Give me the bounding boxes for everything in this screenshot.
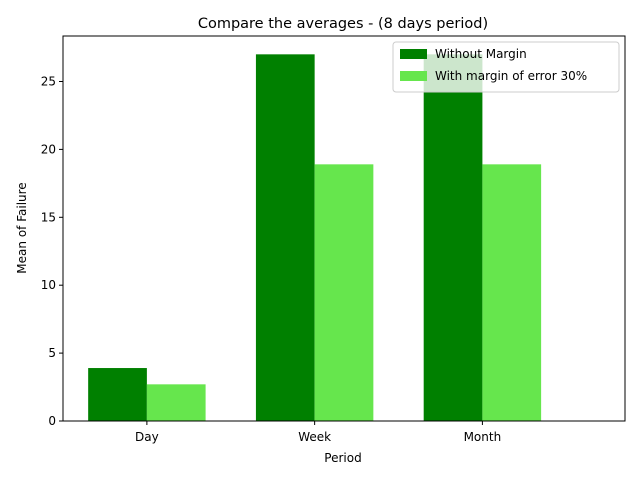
x-axis: Day Week Month xyxy=(135,421,501,444)
y-tick-label: 20 xyxy=(41,142,56,156)
legend-box xyxy=(392,41,620,93)
bar-without-margin-month xyxy=(423,54,483,421)
bar-without-margin-day xyxy=(88,368,147,421)
y-tick-label: 10 xyxy=(41,278,56,292)
legend-swatch xyxy=(400,71,427,81)
bar-with-margin-of-error-30--week xyxy=(314,164,374,422)
x-tick-label: Month xyxy=(464,430,502,444)
legend: Without Margin With margin of error 30% xyxy=(392,41,620,93)
legend-swatch xyxy=(400,49,427,59)
chart-title: Compare the averages - (8 days period) xyxy=(198,16,488,32)
y-axis-label: Mean of Failure xyxy=(15,182,29,273)
plot-frame xyxy=(62,35,626,422)
x-axis-label: Period xyxy=(324,451,361,465)
bars-group xyxy=(88,54,542,422)
x-tick-label: Week xyxy=(298,430,331,444)
y-axis: 0 5 10 15 20 25 xyxy=(41,74,63,428)
bar-with-margin-of-error-30--day xyxy=(146,384,206,421)
y-tick-label: 0 xyxy=(48,414,56,428)
y-tick-label: 25 xyxy=(41,74,56,88)
x-tick-label: Day xyxy=(135,430,159,444)
bar-with-margin-of-error-30--month xyxy=(482,164,542,422)
y-tick-label: 5 xyxy=(48,346,56,360)
legend-label: Without Margin xyxy=(435,47,527,61)
y-tick-label: 15 xyxy=(41,210,56,224)
bar-without-margin-week xyxy=(255,54,315,421)
legend-label: With margin of error 30% xyxy=(435,69,587,83)
